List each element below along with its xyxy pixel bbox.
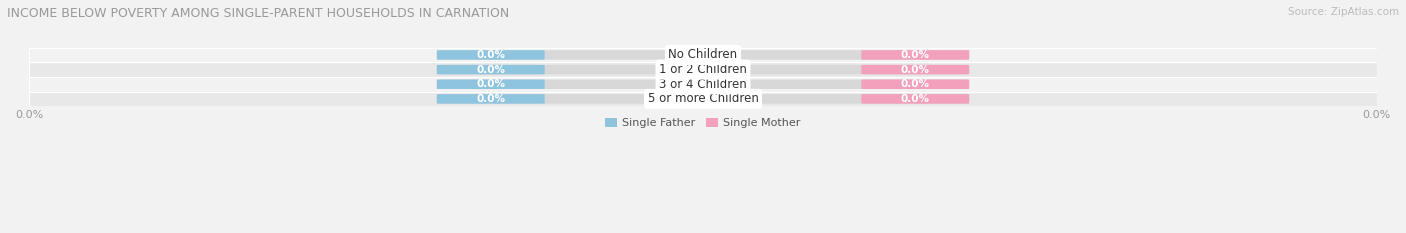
FancyBboxPatch shape [862, 94, 969, 104]
FancyBboxPatch shape [437, 65, 969, 74]
Text: 0.0%: 0.0% [477, 94, 505, 104]
Text: 0.0%: 0.0% [477, 50, 505, 60]
FancyBboxPatch shape [437, 94, 544, 104]
FancyBboxPatch shape [862, 79, 969, 89]
FancyBboxPatch shape [437, 50, 544, 60]
Bar [30, 77, 1376, 92]
FancyBboxPatch shape [437, 65, 544, 74]
Text: Source: ZipAtlas.com: Source: ZipAtlas.com [1288, 7, 1399, 17]
FancyBboxPatch shape [862, 65, 969, 74]
Text: 1 or 2 Children: 1 or 2 Children [659, 63, 747, 76]
Text: 5 or more Children: 5 or more Children [648, 93, 758, 105]
FancyBboxPatch shape [437, 79, 969, 89]
Text: 0.0%: 0.0% [901, 50, 929, 60]
Text: 0.0%: 0.0% [901, 94, 929, 104]
Bar [30, 62, 1376, 77]
Text: INCOME BELOW POVERTY AMONG SINGLE-PARENT HOUSEHOLDS IN CARNATION: INCOME BELOW POVERTY AMONG SINGLE-PARENT… [7, 7, 509, 20]
Text: 3 or 4 Children: 3 or 4 Children [659, 78, 747, 91]
Legend: Single Father, Single Mother: Single Father, Single Mother [600, 114, 806, 133]
FancyBboxPatch shape [862, 50, 969, 60]
Text: 0.0%: 0.0% [477, 79, 505, 89]
Bar [30, 92, 1376, 106]
Text: 0.0%: 0.0% [477, 65, 505, 75]
FancyBboxPatch shape [437, 94, 969, 104]
FancyBboxPatch shape [437, 50, 969, 60]
FancyBboxPatch shape [437, 79, 544, 89]
Text: 0.0%: 0.0% [901, 79, 929, 89]
Text: 0.0%: 0.0% [901, 65, 929, 75]
Bar [30, 48, 1376, 62]
Text: No Children: No Children [668, 48, 738, 62]
